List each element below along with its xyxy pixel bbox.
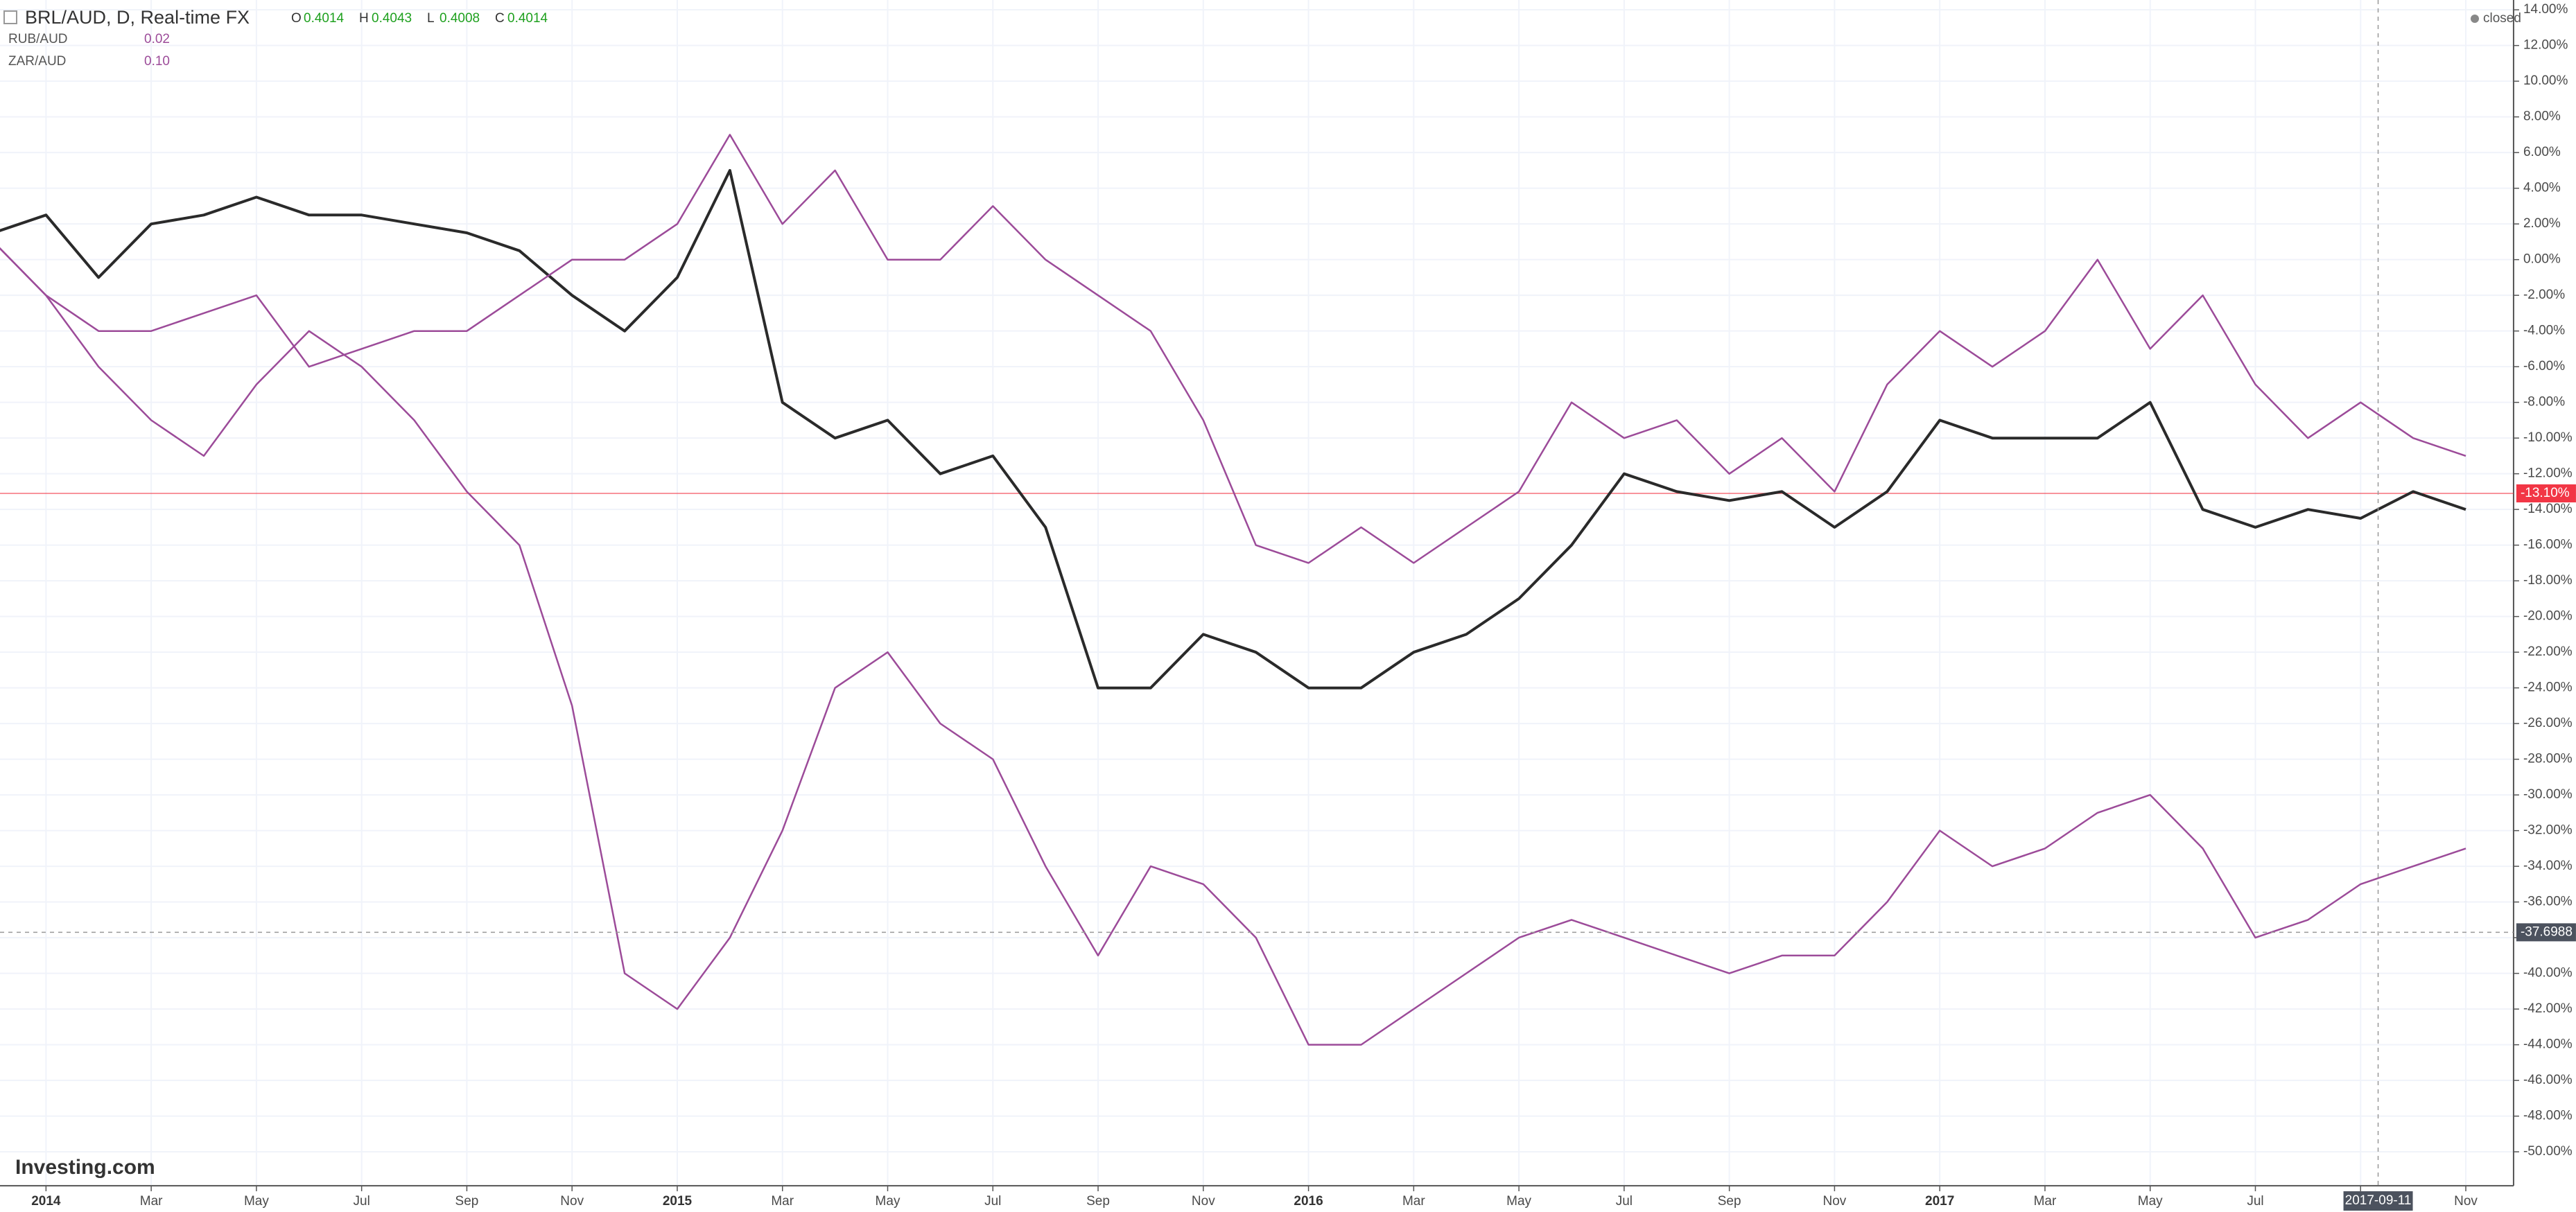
x-tick-label: Jul xyxy=(1616,1194,1633,1209)
x-tick-label: Mar xyxy=(2034,1194,2057,1209)
ohlc-value: 0.4043 xyxy=(372,11,412,26)
x-tick-label: May xyxy=(876,1194,900,1209)
status-dot xyxy=(2471,15,2479,23)
y-tick-label: -22.00% xyxy=(2523,644,2573,659)
status: closed xyxy=(2483,11,2521,26)
legend-value: 0.02 xyxy=(144,32,170,46)
ohlc-value: 0.4014 xyxy=(507,11,548,26)
x-tick-label: Mar xyxy=(771,1194,794,1209)
y-tick-label: 0.00% xyxy=(2523,252,2561,267)
crosshair-x-label: 2017-09-11 xyxy=(2345,1193,2412,1208)
x-tick-label: Nov xyxy=(2454,1194,2478,1209)
y-tick-label: -14.00% xyxy=(2523,502,2573,516)
y-tick-label: 6.00% xyxy=(2523,145,2561,159)
x-tick-label: Jul xyxy=(2247,1194,2263,1209)
y-tick-label: -50.00% xyxy=(2523,1144,2573,1159)
crosshair-y-badge xyxy=(2516,923,2576,942)
x-tick-label: May xyxy=(1506,1194,1531,1209)
y-tick-label: -42.00% xyxy=(2523,1001,2573,1016)
x-tick-label: May xyxy=(244,1194,269,1209)
x-tick-label: Mar xyxy=(140,1194,163,1209)
x-tick-label: Nov xyxy=(1823,1194,1847,1209)
legend-value: 0.10 xyxy=(144,54,170,69)
y-tick-label: 4.00% xyxy=(2523,181,2561,195)
y-tick-label: 12.00% xyxy=(2523,38,2568,53)
y-tick-label: -28.00% xyxy=(2523,752,2573,766)
legend-entry: RUB/AUD xyxy=(8,32,68,46)
y-tick-label: -46.00% xyxy=(2523,1073,2573,1087)
y-tick-label: -6.00% xyxy=(2523,359,2565,374)
y-tick-label: -10.00% xyxy=(2523,430,2573,445)
crosshair-y-label: -37.6988 xyxy=(2521,924,2573,939)
x-tick-label: 2016 xyxy=(1294,1194,1323,1209)
x-tick-label: Sep xyxy=(455,1194,479,1209)
series-line xyxy=(0,134,2466,564)
x-tick-label: Nov xyxy=(1192,1194,1215,1209)
crosshair-x-badge xyxy=(2343,1191,2413,1211)
last-value-badge xyxy=(2516,484,2576,502)
x-tick-label: Sep xyxy=(1086,1194,1110,1209)
x-tick-label: Jul xyxy=(354,1194,370,1209)
x-tick-label: Jul xyxy=(984,1194,1001,1209)
plot: BRL/AUD xyxy=(0,134,2514,1046)
y-tick-label: 2.00% xyxy=(2523,216,2561,231)
ohlc-key: C xyxy=(495,11,505,26)
x-tick-label: 2014 xyxy=(31,1194,61,1209)
x-tick-label: 2017 xyxy=(1925,1194,1954,1209)
y-tick-label: -2.00% xyxy=(2523,288,2565,302)
ohlc-key: O xyxy=(291,11,302,26)
y-tick-label: -44.00% xyxy=(2523,1037,2573,1052)
brand-logo: Investing.com xyxy=(15,1156,155,1179)
y-tick-label: -32.00% xyxy=(2523,823,2573,838)
x-tick-label: Sep xyxy=(1718,1194,1741,1209)
y-tick-label: -30.00% xyxy=(2523,787,2573,802)
series-line xyxy=(0,168,2466,690)
y-tick-label: -40.00% xyxy=(2523,966,2573,981)
chart-title: BRL/AUD, D, Real-time FX xyxy=(25,7,250,28)
legend-entry: ZAR/AUD xyxy=(8,54,66,69)
y-tick-label: 14.00% xyxy=(2523,2,2568,17)
x-tick-label: May xyxy=(2138,1194,2163,1209)
y-tick-label: -18.00% xyxy=(2523,573,2573,588)
ohlc-key: H xyxy=(359,11,369,26)
x-tick-label: Nov xyxy=(560,1194,584,1209)
y-tick-label: -34.00% xyxy=(2523,859,2573,873)
last-value-label: -13.10% xyxy=(2521,486,2570,500)
y-tick-label: -12.00% xyxy=(2523,466,2573,481)
ohlc: O 0.4014 H 0.4043 L 0.4008 C 0.4014 xyxy=(291,11,548,26)
y-tick-label: -36.00% xyxy=(2523,895,2573,909)
y-tick-label: -4.00% xyxy=(2523,324,2565,338)
series-line xyxy=(0,247,2466,1046)
x-tick-label: Mar xyxy=(1402,1194,1425,1209)
y-tick-label: -24.00% xyxy=(2523,680,2573,695)
y-tick-label: -20.00% xyxy=(2523,609,2573,624)
y-tick-label: 10.00% xyxy=(2523,73,2568,88)
y-tick-label: -26.00% xyxy=(2523,716,2573,730)
y-tick-label: -16.00% xyxy=(2523,538,2573,552)
ohlc-key: L xyxy=(427,11,435,26)
y-tick-label: -8.00% xyxy=(2523,395,2565,410)
ohlc-value: 0.4014 xyxy=(304,11,345,26)
y-tick-label: 8.00% xyxy=(2523,109,2561,124)
x-tick-label: 2015 xyxy=(663,1194,693,1209)
ohlc-value: 0.4008 xyxy=(440,11,480,26)
collapse-icon[interactable] xyxy=(3,10,17,24)
y-tick-label: -48.00% xyxy=(2523,1109,2573,1123)
